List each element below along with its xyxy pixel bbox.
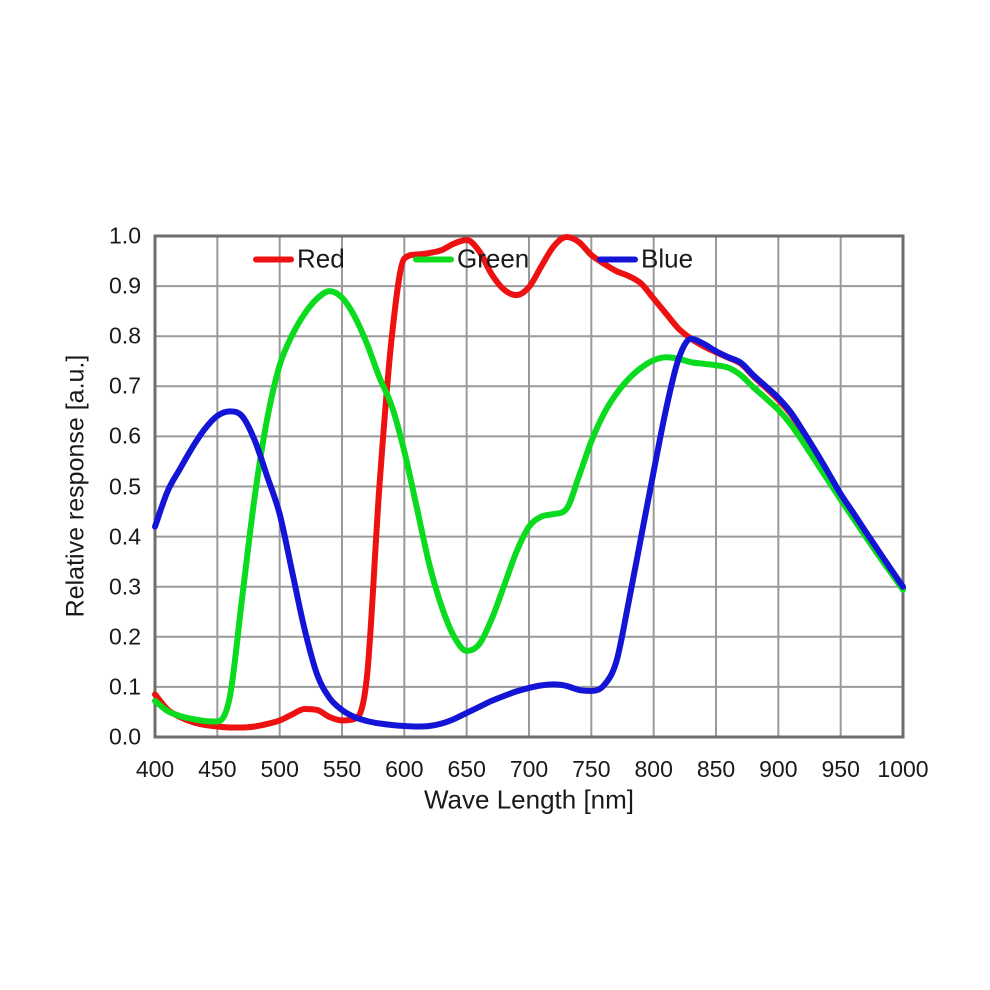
y-axis-title: Relative response [a.u.] [61,354,90,618]
x-tick-700: 700 [509,756,549,782]
legend-item-blue: Blue [597,244,693,275]
legend-item-red: Red [253,244,345,275]
y-tick-0.4: 0.4 [109,523,141,550]
x-tick-550: 550 [322,756,362,782]
y-tick-0.1: 0.1 [109,673,141,700]
legend-label-blue: Blue [641,243,694,274]
x-tick-950: 950 [821,756,860,782]
y-tick-0.5: 0.5 [109,473,141,499]
y-tick-0.3: 0.3 [109,573,141,600]
legend-item-green: Green [413,244,529,275]
x-tick-450: 450 [198,756,237,782]
x-tick-750: 750 [572,756,611,782]
x-tick-850: 850 [696,756,736,782]
x-tick-1000: 1000 [877,756,929,782]
y-tick-0.9: 0.9 [109,272,141,299]
x-axis-title: Wave Length [nm] [423,784,635,815]
y-tick-0.7: 0.7 [109,372,141,399]
x-tick-800: 800 [634,756,673,782]
x-tick-400: 400 [135,756,175,782]
x-tick-500: 500 [260,756,299,782]
y-tick-0.8: 0.8 [109,322,141,349]
y-tick-0.0: 0.0 [109,723,141,750]
y-tick-0.2: 0.2 [109,623,141,650]
x-tick-900: 900 [759,756,798,782]
y-tick-0.6: 0.6 [109,422,141,449]
x-tick-650: 650 [447,756,486,782]
legend-swatch-blue [597,256,638,262]
legend-swatch-green [413,256,454,262]
legend-label-red: Red [297,243,345,274]
y-tick-1.0: 1.0 [109,222,141,249]
legend-swatch-red [253,256,294,262]
x-tick-600: 600 [385,756,424,782]
legend-label-green: Green [457,243,530,274]
